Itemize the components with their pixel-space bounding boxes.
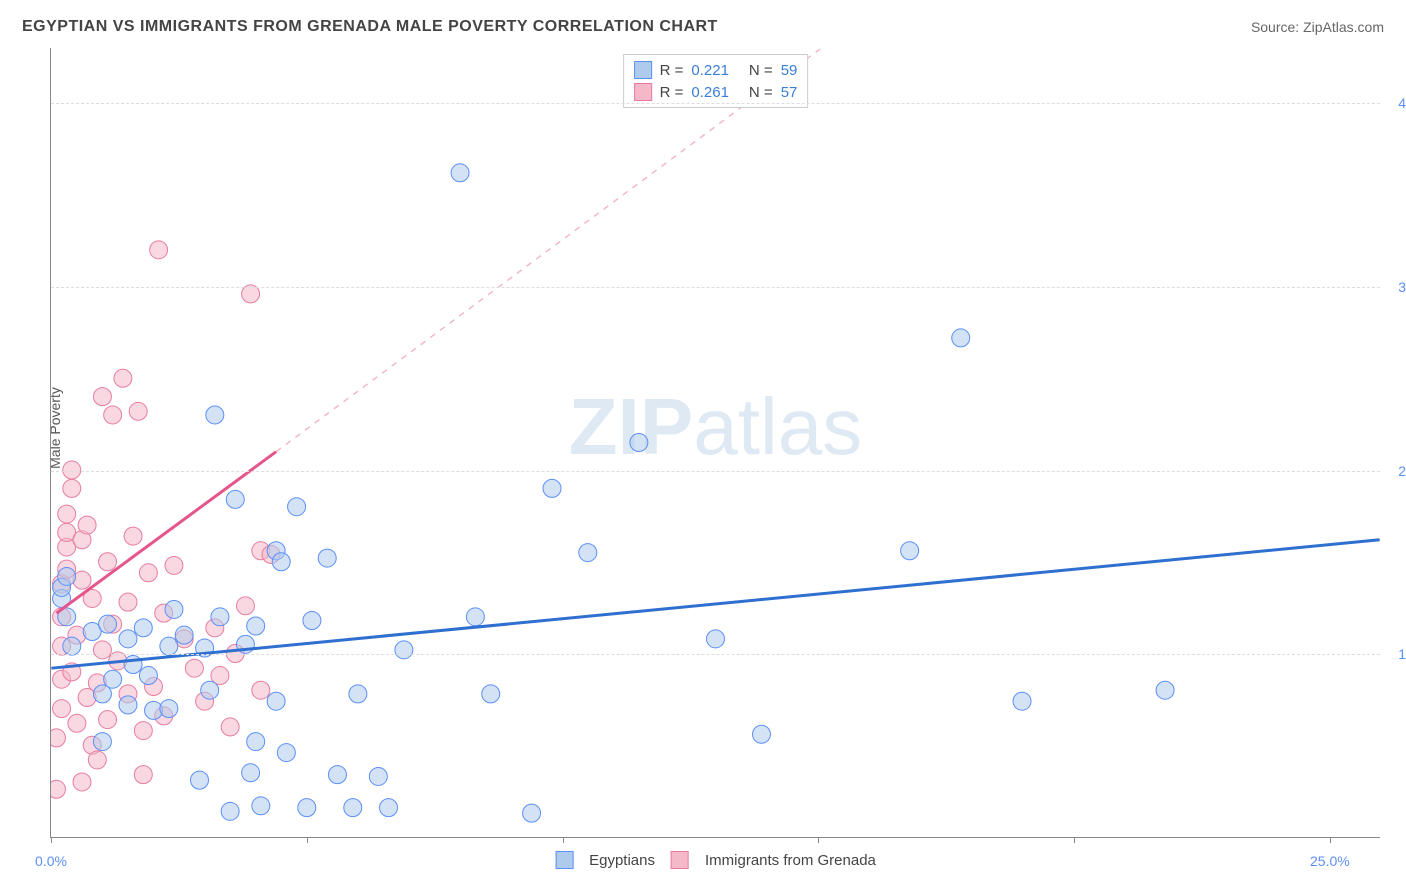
x-tick-label: 0.0%: [35, 853, 67, 869]
y-tick-label: 10.0%: [1386, 646, 1406, 662]
n-value-egyptians: 59: [781, 62, 798, 79]
stats-row-egyptians: R = 0.221 N = 59: [634, 59, 798, 81]
legend-label-egyptians: Egyptians: [589, 852, 655, 869]
legend-swatch-egyptians: [555, 851, 573, 869]
y-tick-label: 40.0%: [1386, 95, 1406, 111]
watermark: ZIPatlas: [569, 381, 862, 473]
y-tick-label: 20.0%: [1386, 463, 1406, 479]
bottom-legend: Egyptians Immigrants from Grenada: [555, 851, 876, 869]
source-text: Source: ZipAtlas.com: [1251, 19, 1384, 35]
legend-swatch-grenada: [671, 851, 689, 869]
r-value-grenada: 0.261: [691, 84, 729, 101]
n-label: N =: [749, 84, 773, 101]
n-label: N =: [749, 62, 773, 79]
chart-plot-area: ZIPatlas R = 0.221 N = 59 R = 0.261 N = …: [50, 48, 1380, 838]
swatch-egyptians: [634, 61, 652, 79]
r-label: R =: [660, 62, 684, 79]
r-value-egyptians: 0.221: [691, 62, 729, 79]
scatter-svg: [51, 48, 1380, 837]
watermark-thin: atlas: [693, 382, 862, 471]
stats-legend-box: R = 0.221 N = 59 R = 0.261 N = 57: [623, 54, 809, 108]
watermark-bold: ZIP: [569, 382, 693, 471]
swatch-grenada: [634, 83, 652, 101]
legend-label-grenada: Immigrants from Grenada: [705, 852, 876, 869]
chart-title: EGYPTIAN VS IMMIGRANTS FROM GRENADA MALE…: [22, 18, 718, 36]
x-tick-label: 25.0%: [1310, 853, 1350, 869]
stats-row-grenada: R = 0.261 N = 57: [634, 81, 798, 103]
r-label: R =: [660, 84, 684, 101]
y-tick-label: 30.0%: [1386, 279, 1406, 295]
n-value-grenada: 57: [781, 84, 798, 101]
